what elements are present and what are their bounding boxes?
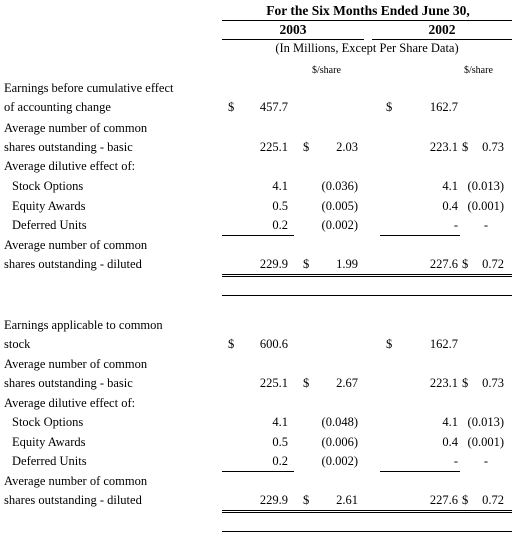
per-share-2002: - — [483, 454, 488, 468]
row-label: Average number of common — [4, 474, 148, 488]
row-label: shares outstanding - basic — [4, 140, 133, 154]
value-2003: 0.2 — [272, 218, 288, 232]
row-label: Equity Awards — [12, 435, 86, 449]
per-share-2002: 0.73 — [482, 140, 504, 154]
total-rule — [222, 274, 512, 275]
row-label: Deferred Units — [12, 454, 87, 468]
per-share-2003: 2.03 — [336, 140, 358, 154]
row-label: of accounting change — [4, 100, 111, 114]
value-2003: 457.7 — [259, 100, 288, 114]
total-rule — [222, 512, 512, 513]
year-2002-rule — [372, 39, 512, 40]
value-2002: - — [453, 218, 458, 232]
value-2003: 229.9 — [259, 257, 288, 271]
value-2003: 600.6 — [259, 337, 288, 351]
currency-symbol: $ — [303, 493, 310, 507]
per-share-2003: (0.005) — [321, 199, 358, 213]
per-share-2003: (0.036) — [321, 179, 358, 193]
value-2002: 227.6 — [429, 493, 458, 507]
value-2002: 4.1 — [442, 179, 458, 193]
per-share-2002: 0.73 — [482, 376, 504, 390]
subtotal-rule — [222, 471, 294, 472]
per-share-2002: (0.001) — [467, 435, 504, 449]
currency-symbol: $ — [462, 140, 469, 154]
year-2002-header: 2002 — [428, 22, 456, 37]
value-2003: 229.9 — [259, 493, 288, 507]
row-label: shares outstanding - basic — [4, 376, 133, 390]
per-share-2002: (0.013) — [467, 179, 504, 193]
row-label: Earnings before cumulative effect — [4, 81, 174, 95]
units-note: (In Millions, Except Per Share Data) — [275, 41, 459, 55]
year-2003-header: 2003 — [279, 22, 307, 37]
subtotal-rule — [380, 235, 460, 236]
currency-symbol: $ — [386, 337, 393, 351]
period-title: For the Six Months Ended June 30, — [266, 3, 470, 18]
per-share-2002: (0.013) — [467, 415, 504, 429]
year-2003-rule — [222, 39, 364, 40]
per-share-2002: 0.72 — [482, 493, 504, 507]
currency-symbol: $ — [228, 337, 235, 351]
per-share-2003: 2.67 — [336, 376, 358, 390]
total-rule — [222, 276, 512, 277]
value-2002: 4.1 — [442, 415, 458, 429]
per-share-2003: (0.002) — [321, 218, 358, 232]
per-share-2003: 1.99 — [336, 257, 358, 271]
per-share-2002: (0.001) — [467, 199, 504, 213]
row-label: stock — [4, 337, 31, 351]
value-2003: 225.1 — [259, 140, 288, 154]
header-rule — [222, 20, 512, 21]
section-end-rule — [222, 295, 512, 296]
dilutive-heading: Average dilutive effect of: — [4, 396, 136, 410]
value-2002: 162.7 — [429, 337, 458, 351]
currency-symbol: $ — [303, 140, 310, 154]
row-label: Earnings applicable to common — [4, 318, 163, 332]
per-share-2002: 0.72 — [482, 257, 504, 271]
row-label: Average number of common — [4, 121, 148, 135]
per-share-2003: (0.006) — [321, 435, 358, 449]
row-label: Equity Awards — [12, 199, 86, 213]
currency-symbol: $ — [303, 257, 310, 271]
value-2003: 4.1 — [272, 415, 288, 429]
section-end-rule — [222, 531, 512, 532]
value-2002: 0.4 — [442, 435, 458, 449]
currency-symbol: $ — [462, 493, 469, 507]
currency-symbol: $ — [462, 376, 469, 390]
per-share-header-2002: $/share — [464, 65, 493, 76]
row-label: shares outstanding - diluted — [4, 257, 142, 271]
per-share-2002: - — [483, 218, 488, 232]
per-share-2003: 2.61 — [336, 493, 358, 507]
value-2002: 227.6 — [429, 257, 458, 271]
value-2003: 225.1 — [259, 376, 288, 390]
subtotal-rule — [380, 471, 460, 472]
total-rule — [222, 510, 512, 511]
row-label: Deferred Units — [12, 218, 87, 232]
value-2002: 0.4 — [442, 199, 458, 213]
value-2002: - — [453, 454, 458, 468]
currency-symbol: $ — [303, 376, 310, 390]
value-2003: 4.1 — [272, 179, 288, 193]
currency-symbol: $ — [228, 100, 235, 114]
row-label: shares outstanding - diluted — [4, 493, 142, 507]
value-2003: 0.5 — [272, 199, 288, 213]
subtotal-rule — [222, 235, 294, 236]
currency-symbol: $ — [386, 100, 393, 114]
dilutive-heading: Average dilutive effect of: — [4, 159, 136, 173]
per-share-header-2003: $/share — [312, 65, 341, 76]
value-2003: 0.5 — [272, 435, 288, 449]
currency-symbol: $ — [462, 257, 469, 271]
value-2002: 223.1 — [429, 140, 458, 154]
value-2003: 0.2 — [272, 454, 288, 468]
value-2002: 162.7 — [429, 100, 458, 114]
per-share-2003: (0.002) — [321, 454, 358, 468]
row-label: Stock Options — [12, 179, 84, 193]
per-share-2003: (0.048) — [321, 415, 358, 429]
row-label: Stock Options — [12, 415, 84, 429]
value-2002: 223.1 — [429, 376, 458, 390]
row-label: Average number of common — [4, 357, 148, 371]
row-label: Average number of common — [4, 238, 148, 252]
